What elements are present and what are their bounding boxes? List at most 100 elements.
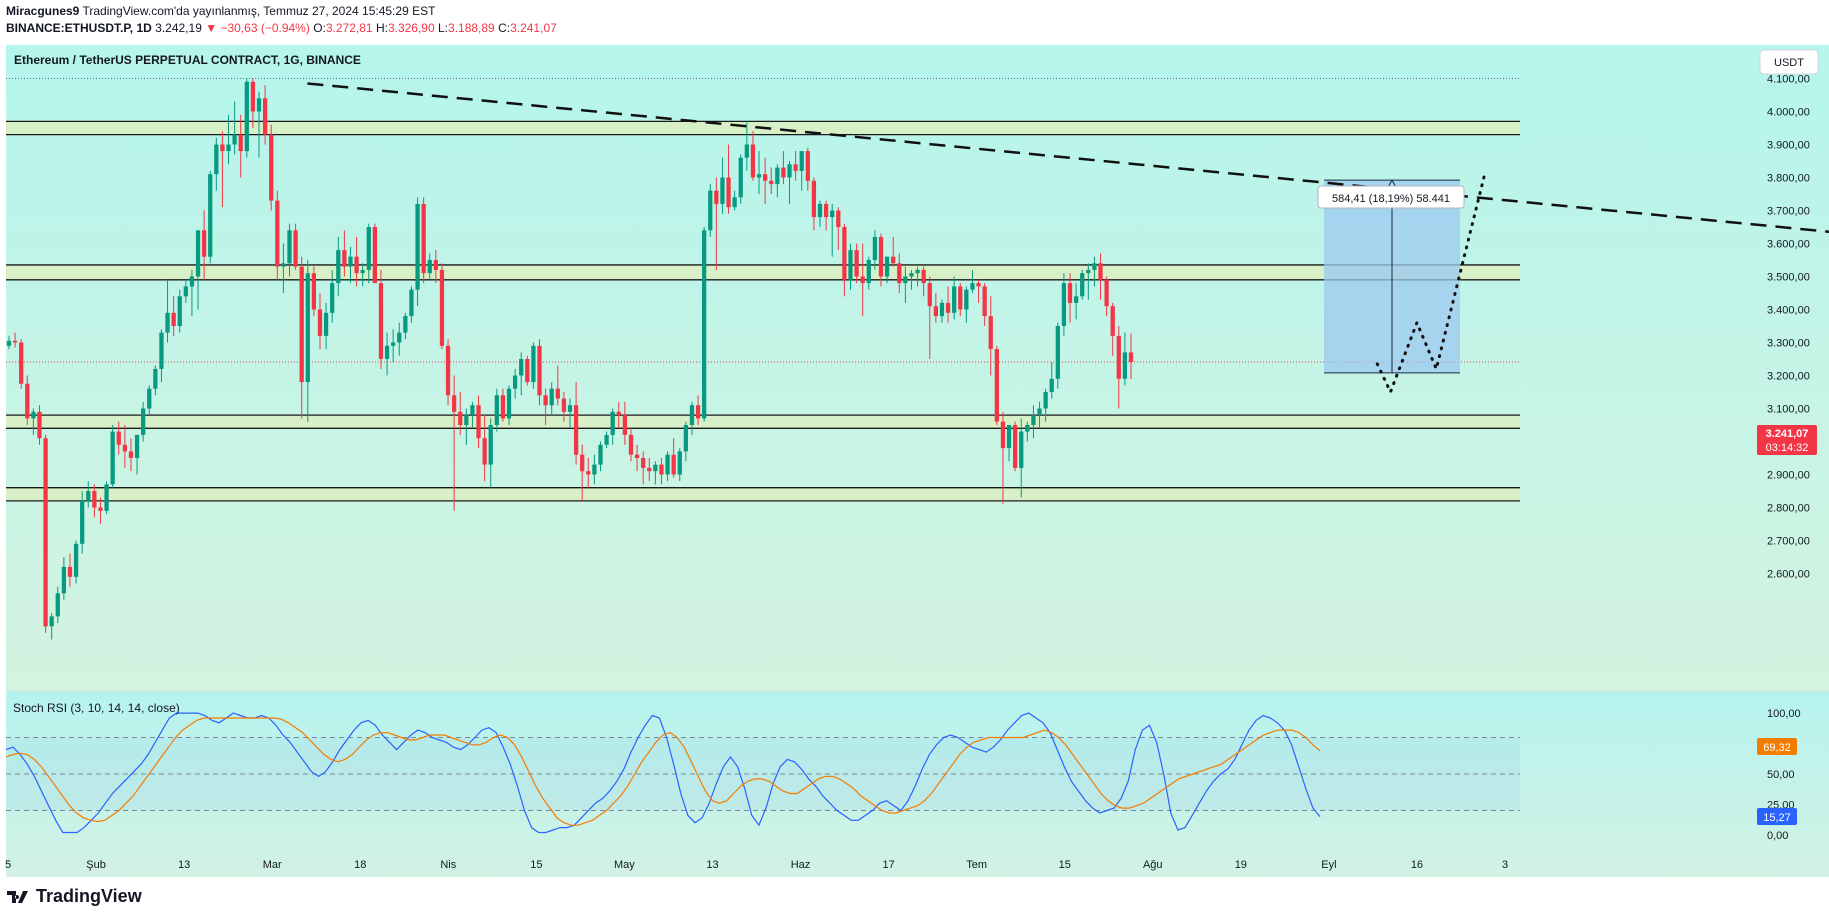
projection-path [1375, 172, 1487, 396]
price-axis-label: 2.900,00 [1767, 470, 1810, 482]
candle-body [1092, 263, 1097, 270]
stoch-k-tag-value: 15,27 [1763, 812, 1791, 824]
candle-body [1049, 378, 1054, 392]
candle-body [104, 484, 109, 511]
author-name: Miracgunes9 [6, 4, 80, 18]
last-price: 3.242,19 [155, 21, 202, 35]
candle-body [238, 134, 243, 152]
candle-body [305, 273, 310, 383]
candle-body [641, 458, 646, 468]
candle-body [964, 289, 969, 310]
candle-body [531, 345, 536, 383]
time-axis-label: 18 [354, 859, 366, 871]
candle-body [525, 359, 530, 383]
price-tag-value: 3.241,07 [1766, 428, 1809, 440]
measure-text: 584,41 (18,19%) 58.441 [1332, 193, 1450, 205]
candle-body [122, 444, 127, 452]
price-axis-label: 3.200,00 [1767, 371, 1810, 383]
candle-body [214, 144, 219, 175]
close-value: 3.241,07 [510, 21, 557, 35]
stoch-d-line [5, 717, 1321, 826]
candle-body [604, 434, 609, 445]
sr-zone [6, 264, 1520, 280]
candle-body [12, 340, 18, 343]
candle-body [281, 263, 286, 267]
candle-body [445, 345, 451, 396]
candle-body [927, 283, 932, 307]
candle-body [80, 500, 85, 544]
candle-body [494, 395, 499, 425]
candle-body [421, 203, 426, 274]
symbol-label: BINANCE:ETHUSDT.P, 1D [6, 21, 152, 35]
candle-body [805, 151, 810, 181]
candle-body [897, 263, 902, 284]
candle-body [275, 200, 280, 267]
candle-body [793, 164, 798, 171]
stoch-d-tag: 69,32 [1757, 738, 1797, 755]
price-axis-label: 4.000,00 [1767, 107, 1810, 119]
candle-body [933, 306, 939, 317]
time-axis-label: 16 [1411, 859, 1423, 871]
price-axis-label: 3.800,00 [1767, 173, 1810, 185]
candle-body [488, 425, 493, 465]
candle-body [195, 230, 201, 277]
candle-body [391, 342, 396, 346]
candle-body [811, 180, 817, 218]
candle-body [25, 383, 30, 419]
candle-body [348, 256, 353, 267]
candle-body [128, 451, 134, 458]
rsi-pane-background [6, 691, 1829, 877]
candle-body [695, 405, 701, 419]
candle-body [98, 507, 103, 511]
candle-body [842, 227, 847, 280]
candle-body [921, 269, 926, 284]
candle-body [1067, 283, 1073, 303]
down-triangle-icon: ▼ [205, 21, 218, 35]
candle-body [573, 405, 579, 455]
candle-body [397, 332, 402, 343]
published-date: TradingView.com'da yayınlanmış, Temmuz 2… [82, 4, 436, 18]
candle-body [208, 174, 213, 257]
candle-body [37, 411, 42, 439]
candle-body [336, 250, 341, 284]
currency-button[interactable] [1759, 49, 1819, 75]
candle-body [49, 616, 54, 627]
candle-body [43, 438, 48, 627]
candle-body [567, 405, 573, 412]
candle-body [866, 260, 871, 284]
candle-body [988, 316, 993, 350]
candle-body [714, 190, 719, 204]
time-axis-label: 15 [530, 859, 542, 871]
candle-body [232, 134, 237, 145]
candle-body [476, 405, 481, 439]
tradingview-wordmark: TradingView [36, 886, 142, 906]
candle-body [744, 144, 749, 158]
candle-body [750, 144, 756, 178]
time-axis-label: Mar [263, 859, 282, 871]
sr-zone [6, 415, 1520, 429]
candle-body [464, 415, 469, 425]
candle-body [616, 411, 621, 416]
candle-body [976, 283, 981, 287]
price-axis-label: 3.700,00 [1767, 206, 1810, 218]
candle-body [610, 411, 615, 435]
candle-body [787, 164, 792, 178]
currency-label: USDT [1774, 57, 1804, 69]
candle-body [756, 174, 762, 178]
candle-body [1086, 269, 1091, 274]
candle-body [1025, 425, 1030, 432]
candle-body [360, 269, 365, 274]
candle-body [1006, 425, 1012, 449]
pane-title: Ethereum / TetherUS PERPETUAL CONTRACT, … [14, 53, 361, 67]
tradingview-logo: TradingView [6, 886, 142, 907]
rsi-band [6, 737, 1520, 811]
candle-body [220, 144, 225, 152]
rsi-axis-label: 50,00 [1767, 769, 1795, 781]
rsi-axis-label: 100,00 [1767, 708, 1801, 720]
stoch-k-line [5, 712, 1321, 834]
price-axis-label: 3.600,00 [1767, 239, 1810, 251]
candle-body [6, 340, 12, 346]
candle-body [439, 269, 445, 346]
time-axis-label: 19 [1235, 859, 1247, 871]
